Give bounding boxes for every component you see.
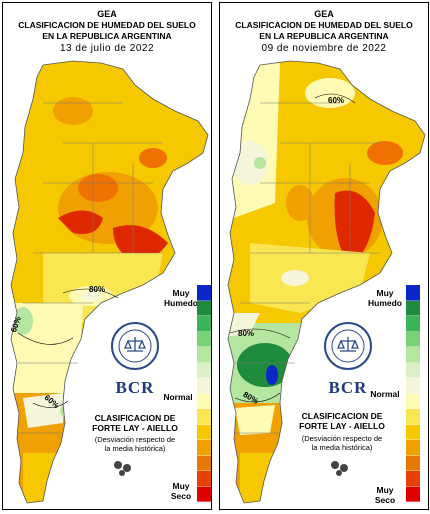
map-title-line1: CLASIFICACION DE HUMEDAD DEL SUELO: [18, 20, 196, 30]
very-dry-zone: [58, 210, 103, 234]
color-legend: [406, 285, 420, 502]
normal-zone: [232, 141, 268, 185]
dry-zone: [139, 148, 167, 168]
legend-label-very-wet: Muy Humedo: [368, 288, 402, 308]
legend-swatch: [406, 471, 420, 487]
map-date: 13 de julio de 2022: [59, 43, 155, 54]
classification-label: CLASIFICACION DE FORTE LAY - AIELLO: [292, 411, 392, 431]
legend-swatch: [406, 393, 420, 409]
legend-swatch: [406, 285, 420, 301]
wet-zone: [254, 157, 266, 169]
deviation-line2: la media histórica): [104, 444, 166, 453]
legend-swatch: [406, 424, 420, 440]
legend-swatch: [197, 362, 211, 378]
legend-swatch: [197, 347, 211, 363]
pale-zone: [235, 405, 275, 435]
malvinas-islands: [114, 461, 131, 476]
deviation-note: (Desviación respecto de la media históri…: [81, 435, 189, 453]
legend-swatch: [197, 316, 211, 332]
legend-swatch: [197, 300, 211, 316]
legend-swatch: [406, 409, 420, 425]
central-yellow-zone: [250, 243, 370, 313]
very-dry-zone: [113, 225, 168, 260]
legend-label-normal: Normal: [370, 389, 400, 399]
contour-lines: [229, 93, 356, 403]
country-outline: [10, 60, 209, 504]
dry-zone: [53, 97, 93, 125]
legend-swatch: [406, 486, 420, 502]
dry-zone: [286, 185, 314, 221]
pale-zone: [305, 78, 355, 108]
country-outline: [227, 60, 426, 504]
legend-swatch: [406, 378, 420, 394]
map-title-line2: EN LA REPUBLICA ARGENTINA: [42, 31, 172, 41]
classification-line2: FORTE LAY - AIELLO: [92, 423, 178, 433]
legend-swatch: [197, 424, 211, 440]
legend-swatch: [197, 378, 211, 394]
wet-zone: [60, 405, 70, 417]
bcr-text: BCR: [328, 378, 368, 397]
legend-label-very-wet: Muy Humedo: [164, 288, 198, 308]
classification-line1: CLASIFICACION DE: [94, 413, 176, 423]
seal-icon: [111, 322, 159, 370]
classification-line1: CLASIFICACION DE: [301, 411, 383, 421]
legend-swatch: [197, 393, 211, 409]
legend-swatch: [197, 486, 211, 502]
contour-label: 80%: [238, 329, 254, 338]
very-dry-zone: [334, 190, 375, 265]
contour-label: 60%: [328, 96, 344, 105]
contour-label: 80%: [89, 285, 105, 294]
soil-moisture-map-november: 60% 80% 80%: [227, 60, 426, 504]
normal-zone: [23, 393, 63, 428]
legend-swatch: [406, 300, 420, 316]
normal-zone: [81, 291, 101, 301]
bcr-logo: BCR: [99, 321, 171, 398]
malvinas-islands: [331, 461, 348, 476]
org-label: GEA: [97, 9, 117, 19]
legend-label-normal: Normal: [163, 392, 193, 402]
legend-swatch: [197, 409, 211, 425]
map-panel-november: 60% 80% 80% GEA CLASIFICACION DE HUMEDAD…: [219, 2, 429, 510]
legend-swatch: [197, 440, 211, 456]
classification-label: CLASIFICACION DE FORTE LAY - AIELLO: [85, 413, 185, 433]
deviation-note: (Desviación respecto de la media históri…: [286, 434, 398, 452]
province-borders: [235, 102, 380, 434]
dry-zone: [367, 141, 403, 165]
normal-zone: [281, 270, 309, 286]
bcr-text: BCR: [115, 378, 155, 397]
legend-swatch: [406, 455, 420, 471]
legend-swatch: [197, 331, 211, 347]
bcr-logo: BCR: [312, 321, 384, 398]
legend-swatch: [406, 331, 420, 347]
map-date: 09 de noviembre de 2022: [261, 43, 387, 54]
wet-zone: [13, 307, 33, 335]
legend-swatch: [406, 347, 420, 363]
dry-zone: [78, 174, 118, 202]
legend-swatch: [197, 285, 211, 301]
legend-swatch: [406, 316, 420, 332]
very-wet-zone: [237, 343, 293, 387]
legend-label-very-dry: Muy Seco: [170, 481, 192, 501]
extreme-wet-zone: [266, 365, 278, 385]
map-panel-july: 80% 60% 60% GEA CLASIFICACION DE HUMEDAD…: [2, 2, 212, 510]
legend-swatch: [406, 362, 420, 378]
map-title-line1: CLASIFICACION DE HUMEDAD DEL SUELO: [235, 20, 413, 30]
deviation-line1: (Desviación respecto de: [94, 435, 176, 444]
soil-moisture-map-july: 80% 60% 60%: [9, 60, 209, 504]
south-tip-zone: [240, 453, 280, 503]
south-tip-zone: [23, 453, 63, 503]
map-title-line2: EN LA REPUBLICA ARGENTINA: [259, 31, 389, 41]
deviation-line1: (Desviación respecto de: [301, 434, 383, 443]
legend-swatch: [406, 440, 420, 456]
legend-swatch: [197, 471, 211, 487]
legend-label-very-dry: Muy Seco: [374, 485, 396, 505]
legend-swatch: [197, 455, 211, 471]
contour-lines: [17, 288, 119, 408]
seal-icon: [324, 322, 372, 370]
color-legend: [197, 285, 211, 502]
org-label: GEA: [314, 9, 334, 19]
classification-line2: FORTE LAY - AIELLO: [299, 421, 385, 431]
deviation-line2: la media histórica): [311, 443, 373, 452]
province-borders: [18, 102, 163, 434]
